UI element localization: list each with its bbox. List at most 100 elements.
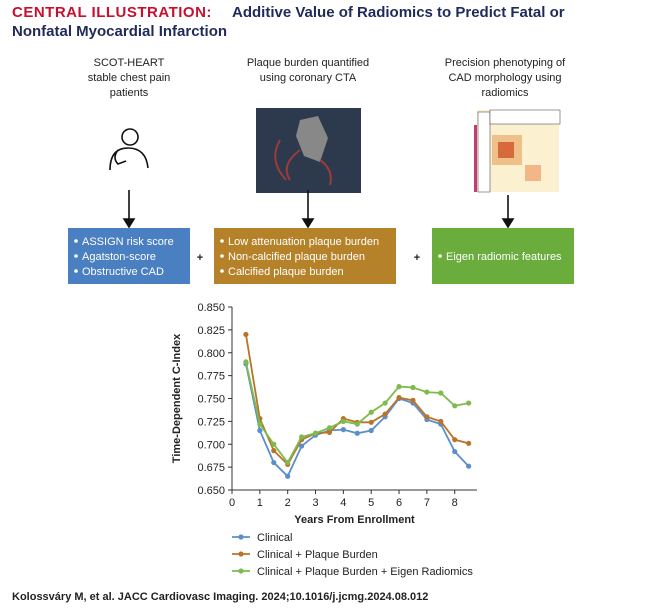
point bbox=[410, 397, 416, 403]
x-tick-label: 0 bbox=[229, 497, 235, 509]
point bbox=[424, 414, 430, 420]
point bbox=[452, 448, 458, 455]
point bbox=[368, 419, 374, 425]
x-tick-label: 7 bbox=[424, 497, 430, 509]
x-tick-label: 1 bbox=[257, 497, 263, 509]
plus-sign: + bbox=[414, 252, 420, 264]
legend-label: Clinical bbox=[257, 532, 292, 544]
box-bg bbox=[68, 228, 190, 284]
x-tick-label: 5 bbox=[368, 497, 374, 509]
point bbox=[382, 411, 388, 417]
point bbox=[452, 403, 458, 409]
legend-marker bbox=[238, 551, 244, 557]
box-bg bbox=[214, 228, 396, 284]
y-tick-label: 0.850 bbox=[197, 302, 225, 314]
column-caption: SCOT-HEART bbox=[94, 57, 165, 69]
y-tick-label: 0.700 bbox=[197, 439, 225, 451]
point bbox=[299, 443, 305, 449]
point bbox=[424, 389, 430, 395]
box-item: Non-calcified plaque burden bbox=[228, 251, 365, 263]
box-item: Eigen radiomic features bbox=[446, 251, 562, 263]
box-item: Low attenuation plaque burden bbox=[228, 236, 379, 248]
point bbox=[340, 418, 346, 424]
column-caption: CAD morphology using bbox=[448, 72, 561, 84]
point bbox=[410, 384, 416, 391]
legend-marker bbox=[238, 534, 244, 540]
x-tick-label: 8 bbox=[452, 497, 458, 509]
box-bg bbox=[432, 228, 574, 284]
legend-label: Clinical + Plaque Burden bbox=[257, 549, 378, 561]
point bbox=[438, 418, 444, 424]
point bbox=[257, 421, 263, 427]
y-tick-label: 0.800 bbox=[197, 348, 225, 360]
point bbox=[340, 427, 346, 433]
point bbox=[285, 459, 291, 466]
bullet bbox=[220, 254, 224, 258]
point bbox=[299, 434, 305, 440]
column-caption: radiomics bbox=[481, 87, 529, 99]
point bbox=[382, 400, 388, 406]
box-item: ASSIGN risk score bbox=[82, 236, 174, 248]
box-item: Agatston-score bbox=[82, 251, 156, 263]
arrows bbox=[122, 190, 515, 229]
point bbox=[368, 409, 374, 415]
series-line bbox=[245, 361, 469, 465]
point bbox=[285, 473, 291, 479]
column-caption: patients bbox=[110, 87, 149, 99]
column-box: Low attenuation plaque burden Non-calcifi… bbox=[214, 228, 396, 284]
point bbox=[243, 359, 249, 365]
header-label: CENTRAL ILLUSTRATION: bbox=[12, 4, 212, 21]
bullet bbox=[74, 239, 78, 243]
y-tick-label: 0.825 bbox=[197, 325, 225, 337]
point bbox=[368, 427, 374, 434]
column-box: ASSIGN risk score Agatston-score Obstructi… bbox=[68, 228, 190, 284]
point bbox=[271, 441, 277, 447]
column-box: Eigen radiomic features bbox=[432, 228, 574, 284]
box-item: Obstructive CAD bbox=[82, 266, 164, 278]
point bbox=[466, 400, 472, 406]
column-caption: Plaque burden quantified bbox=[247, 57, 369, 69]
point bbox=[326, 425, 333, 431]
y-axis-title: Time-Dependent C-Index bbox=[171, 333, 183, 463]
x-tick-label: 6 bbox=[396, 497, 402, 509]
point bbox=[354, 421, 360, 427]
box-item: Calcified plaque burden bbox=[228, 266, 344, 278]
y-tick-label: 0.750 bbox=[197, 394, 225, 406]
ct-image bbox=[256, 108, 361, 193]
x-axis-title: Years From Enrollment bbox=[294, 514, 415, 526]
citation: Kolossváry M, et al. JACC Cardiovasc Ima… bbox=[12, 591, 428, 603]
x-tick-label: 2 bbox=[285, 497, 291, 509]
y-tick-label: 0.725 bbox=[197, 416, 225, 428]
heatmap bbox=[474, 109, 561, 193]
bullet bbox=[220, 269, 224, 273]
point bbox=[243, 331, 249, 338]
point bbox=[466, 463, 472, 469]
point bbox=[326, 429, 333, 435]
point bbox=[312, 430, 319, 436]
point bbox=[271, 448, 277, 454]
legend-label: Clinical + Plaque Burden + Eigen Radiomi… bbox=[257, 566, 473, 578]
point bbox=[438, 390, 444, 396]
point bbox=[396, 394, 402, 401]
column-caption: using coronary CTA bbox=[260, 72, 357, 84]
x-tick-label: 4 bbox=[340, 497, 346, 509]
header-title: Additive Value of Radiomics to Predict F… bbox=[232, 4, 565, 21]
column-caption: stable chest pain bbox=[88, 72, 171, 84]
header-title: Nonfatal Myocardial Infarction bbox=[12, 23, 227, 40]
column-caption: Precision phenotyping of bbox=[445, 57, 566, 69]
plus-sign: + bbox=[197, 252, 203, 264]
y-tick-label: 0.675 bbox=[197, 462, 225, 474]
y-tick-label: 0.775 bbox=[197, 371, 225, 383]
point bbox=[396, 384, 402, 390]
x-tick-label: 3 bbox=[312, 497, 318, 509]
y-tick-label: 0.650 bbox=[197, 485, 225, 497]
bullet bbox=[74, 269, 78, 273]
bullet bbox=[438, 254, 442, 258]
patient-icon bbox=[109, 128, 149, 171]
bullet bbox=[220, 239, 224, 243]
bullet bbox=[74, 254, 78, 258]
point bbox=[466, 440, 472, 446]
point bbox=[271, 459, 277, 466]
point bbox=[354, 430, 360, 436]
